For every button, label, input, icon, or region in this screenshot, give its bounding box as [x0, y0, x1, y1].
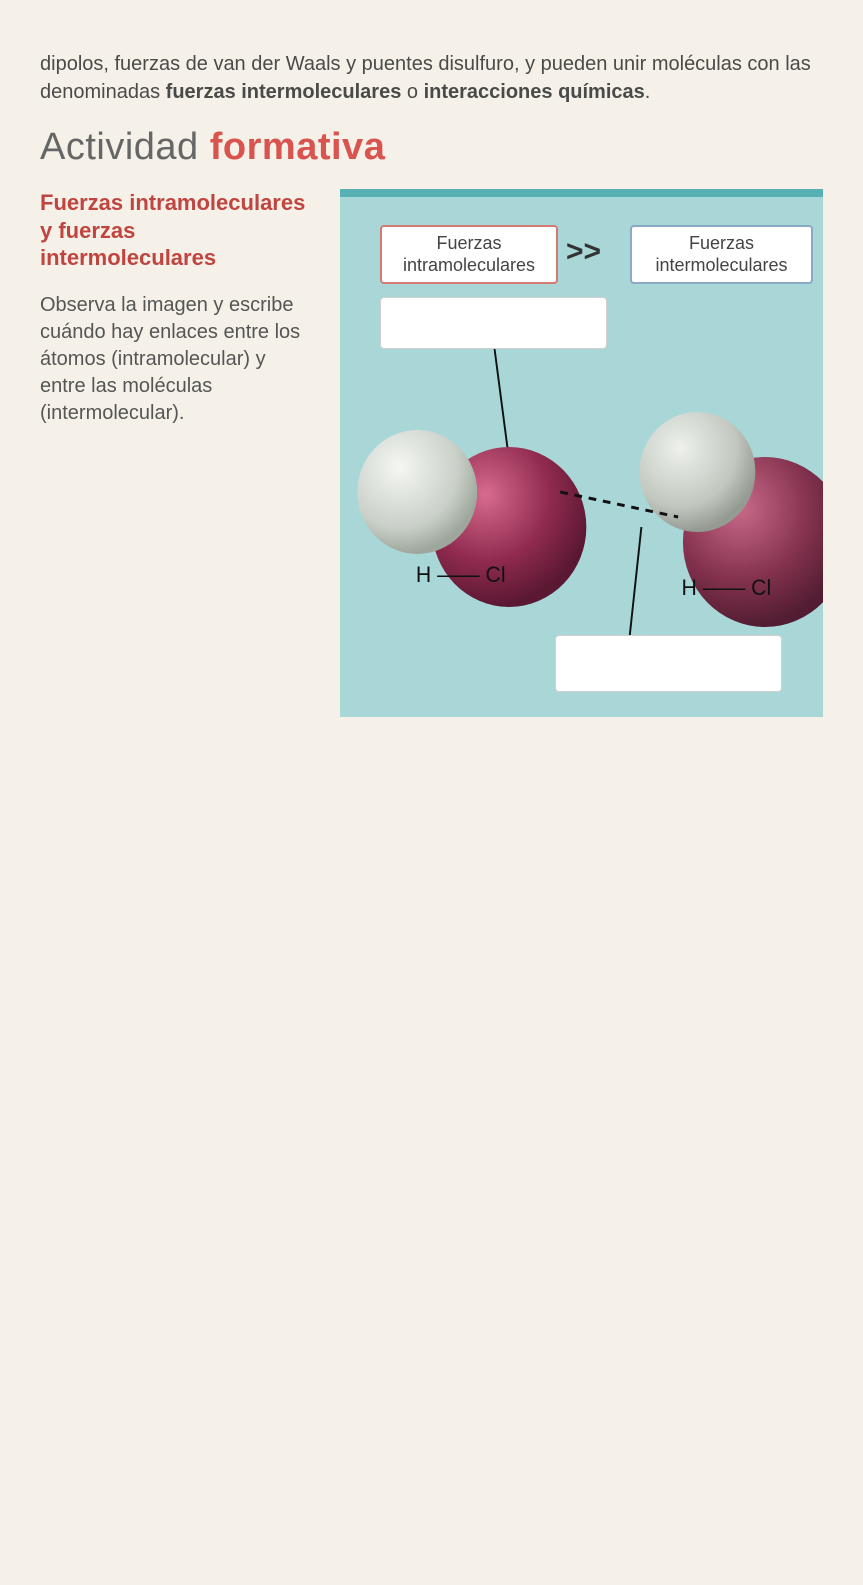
- bond2-h: H: [682, 575, 697, 600]
- answer-blank-inter[interactable]: [555, 635, 782, 692]
- section-subtitle: Fuerzas intramoleculares y fuerzas inter…: [40, 189, 310, 272]
- pointer-line-inter: [630, 527, 642, 635]
- label-inter-text: Fuerzas intermoleculares: [655, 233, 787, 275]
- label-intermolecular: Fuerzas intermoleculares: [630, 225, 813, 284]
- bond1-h: H: [416, 562, 431, 587]
- section-description: Observa la imagen y escribe cuándo hay e…: [40, 292, 310, 427]
- intro-text: dipolos, fuerzas de van der Waals y puen…: [40, 50, 823, 106]
- activity-title: Actividad formativa: [40, 126, 823, 169]
- bond1-cl: Cl: [486, 562, 506, 587]
- diagram-figure: H —— Cl H —— Cl Fuerzas intramoleculares…: [340, 189, 823, 717]
- bond-label-2: H —— Cl: [682, 575, 772, 600]
- answer-blank-intra[interactable]: [380, 297, 607, 349]
- label-intra-text: Fuerzas intramoleculares: [403, 233, 535, 275]
- comparison-symbol: >>: [566, 235, 601, 269]
- label-intramolecular: Fuerzas intramoleculares: [380, 225, 558, 284]
- mol1-h-atom: [357, 430, 477, 554]
- bond-label-1: H —— Cl: [416, 562, 506, 587]
- activity-title-plain: Actividad: [40, 126, 199, 168]
- activity-title-highlight: formativa: [210, 126, 386, 168]
- bond2-cl: Cl: [751, 575, 771, 600]
- mol2-h-atom: [639, 412, 755, 532]
